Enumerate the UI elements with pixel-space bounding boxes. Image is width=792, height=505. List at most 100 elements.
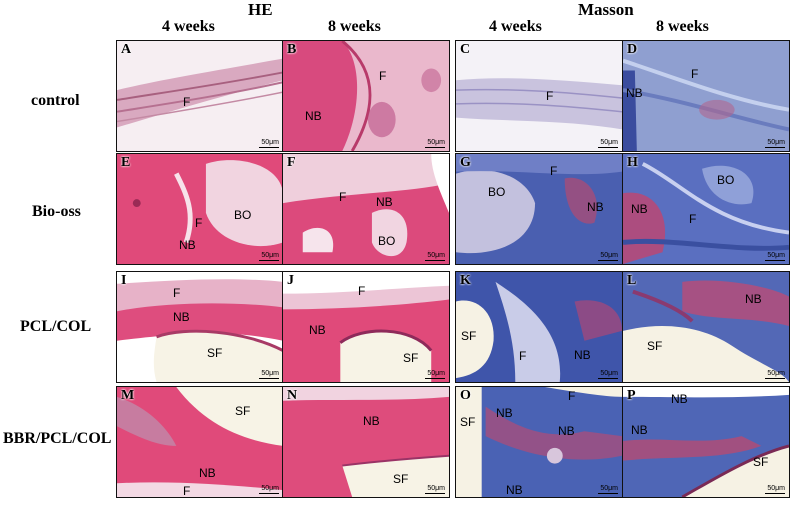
tissue-label: F	[546, 89, 554, 103]
histology-image	[456, 41, 622, 151]
scale-bar-label: 50μm	[767, 252, 785, 259]
tissue-label: NB	[558, 424, 575, 438]
scale-bar-label: 50μm	[767, 485, 785, 492]
panel-a: A F 50μm	[116, 40, 284, 152]
tissue-label: F	[173, 286, 181, 300]
panel-letter: N	[287, 388, 298, 403]
scale-bar	[765, 146, 785, 148]
histology-image	[623, 154, 789, 264]
scale-bar	[598, 146, 618, 148]
row-label-pcl-col: PCL/COL	[20, 318, 92, 335]
tissue-label: NB	[671, 392, 688, 406]
tissue-label: NB	[173, 310, 190, 324]
scale-bar-label: 50μm	[427, 485, 445, 492]
col-header-masson-4weeks: 4 weeks	[489, 18, 542, 35]
panel-letter: H	[627, 155, 638, 170]
group-header-masson: Masson	[578, 0, 634, 19]
tissue-label: F	[339, 190, 347, 204]
tissue-label: NB	[309, 323, 326, 337]
scale-bar	[598, 377, 618, 379]
histology-image	[283, 387, 449, 497]
scale-bar-label: 50μm	[261, 370, 279, 377]
panel-letter: F	[287, 155, 296, 170]
histology-image	[456, 387, 622, 497]
panel-letter: I	[121, 273, 127, 288]
scale-bar	[259, 146, 279, 148]
panel-letter: E	[121, 155, 131, 170]
scale-bar-label: 50μm	[427, 370, 445, 377]
tissue-label: BO	[717, 173, 735, 187]
panel-k: K SF F NB 50μm	[455, 271, 623, 383]
tissue-label: NB	[496, 406, 513, 420]
tissue-label: BO	[234, 208, 252, 222]
scale-bar-label: 50μm	[261, 485, 279, 492]
panel-letter: J	[287, 273, 294, 288]
panel-letter: B	[287, 42, 297, 57]
panel-n: N NB SF 50μm	[282, 386, 450, 498]
histology-image	[456, 272, 622, 382]
tissue-label: NB	[574, 348, 591, 362]
tissue-label: NB	[305, 109, 322, 123]
group-header-he: HE	[248, 0, 273, 19]
tissue-label: SF	[235, 404, 251, 418]
tissue-label: F	[519, 349, 527, 363]
histology-image	[456, 154, 622, 264]
scale-bar	[598, 259, 618, 261]
row-label-control: control	[31, 92, 80, 109]
scale-bar	[425, 492, 445, 494]
scale-bar-label: 50μm	[261, 252, 279, 259]
panel-letter: C	[460, 42, 471, 57]
tissue-label: SF	[460, 415, 476, 429]
tissue-label: SF	[647, 339, 663, 353]
scale-bar-label: 50μm	[600, 485, 618, 492]
panel-letter: K	[460, 273, 471, 288]
scale-bar	[765, 377, 785, 379]
tissue-label: NB	[626, 86, 643, 100]
panel-b: B F NB 50μm	[282, 40, 450, 152]
tissue-label: F	[568, 389, 576, 403]
tissue-label: NB	[631, 202, 648, 216]
scale-bar-label: 50μm	[767, 139, 785, 146]
panel-d: D F NB 50μm	[622, 40, 790, 152]
tissue-label: SF	[461, 329, 477, 343]
panel-m: M SF NB F 50μm	[116, 386, 284, 498]
tissue-label: NB	[631, 423, 648, 437]
tissue-label: SF	[207, 346, 223, 360]
scale-bar	[425, 259, 445, 261]
scale-bar	[259, 377, 279, 379]
histology-image	[117, 41, 283, 151]
panel-letter: O	[460, 388, 471, 403]
row-label-bio-oss: Bio-oss	[32, 203, 81, 220]
scale-bar	[765, 259, 785, 261]
histology-image	[117, 387, 283, 497]
tissue-label: F	[183, 484, 191, 498]
histology-image	[283, 154, 449, 264]
tissue-label: F	[358, 284, 366, 298]
tissue-label: F	[689, 212, 697, 226]
tissue-label: NB	[376, 195, 393, 209]
panel-j: J F NB SF 50μm	[282, 271, 450, 383]
scale-bar-label: 50μm	[767, 370, 785, 377]
tissue-label: NB	[179, 238, 196, 252]
panel-f: F F NB BO 50μm	[282, 153, 450, 265]
histology-image	[117, 272, 283, 382]
panel-g: G F BO NB 50μm	[455, 153, 623, 265]
scale-bar	[765, 492, 785, 494]
tissue-label: F	[379, 69, 387, 83]
tissue-label: F	[691, 67, 699, 81]
tissue-label: SF	[393, 472, 409, 486]
scale-bar-label: 50μm	[427, 139, 445, 146]
tissue-label: F	[550, 164, 558, 178]
tissue-label: BO	[378, 234, 396, 248]
histology-image	[283, 41, 449, 151]
tissue-label: NB	[363, 414, 380, 428]
panel-h: H BO NB F 50μm	[622, 153, 790, 265]
panel-o: O F SF NB NB NB 50μm	[455, 386, 623, 498]
panel-i: I F NB SF 50μm	[116, 271, 284, 383]
tissue-label: NB	[745, 292, 762, 306]
histology-image	[117, 154, 283, 264]
panel-letter: G	[460, 155, 471, 170]
panel-p: P NB NB SF 50μm	[622, 386, 790, 498]
scale-bar-label: 50μm	[600, 139, 618, 146]
tissue-label: BO	[488, 185, 506, 199]
